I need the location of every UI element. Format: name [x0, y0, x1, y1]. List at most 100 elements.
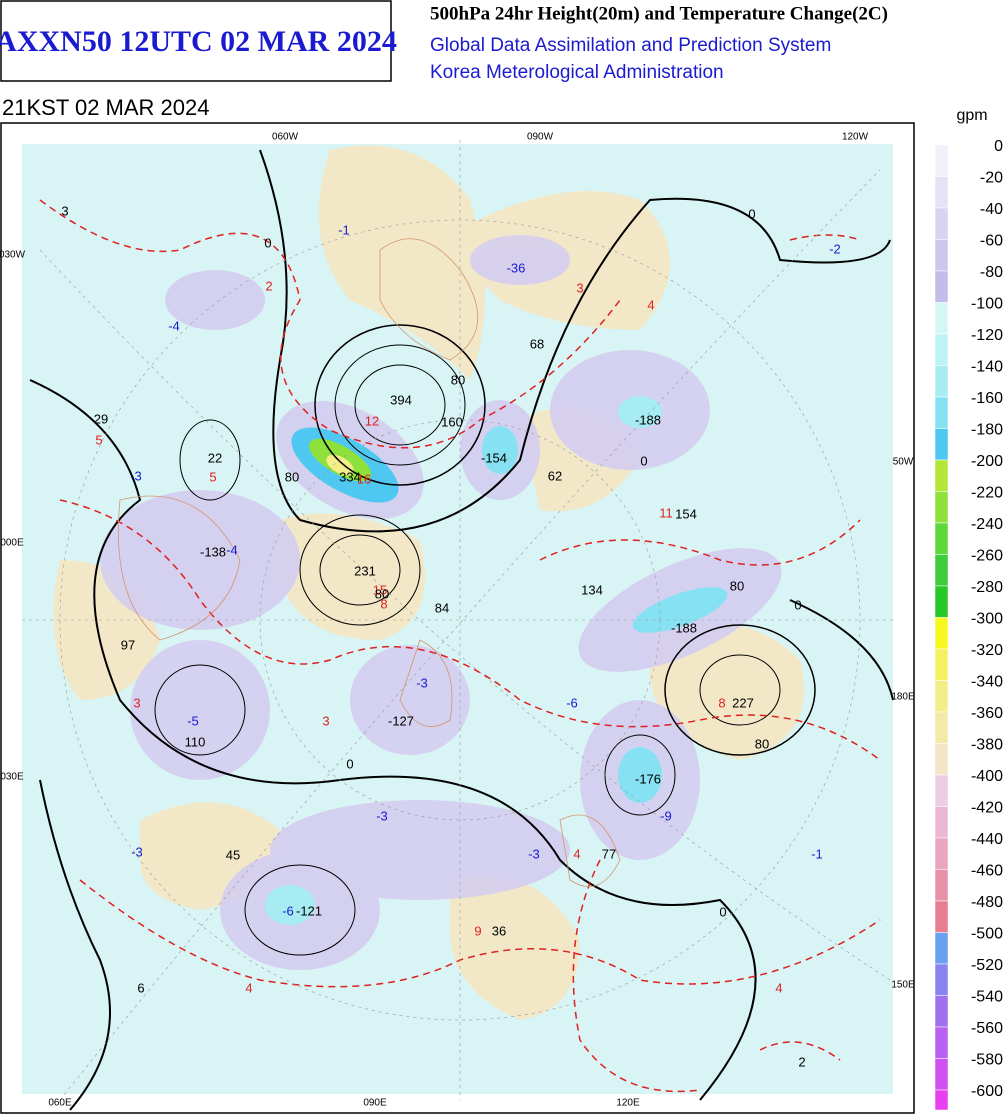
change-label: -36	[507, 260, 526, 275]
height-label: 22	[208, 450, 222, 465]
colorbar-label: 0	[994, 138, 1003, 155]
colorbar-swatch	[934, 869, 949, 902]
colorbar-label: -480	[971, 894, 1003, 911]
lon-label: 090E	[363, 1098, 387, 1109]
temp-label: 3	[576, 280, 583, 295]
colorbar-label: -500	[971, 926, 1003, 943]
temp-label: 16	[357, 471, 371, 486]
colorbar-swatch	[934, 396, 949, 429]
colorbar-label: -240	[971, 516, 1003, 533]
height-label: -138	[200, 544, 226, 559]
change-label: -1	[811, 846, 823, 861]
colorbar-swatch	[934, 1089, 949, 1111]
colorbar-label: -20	[980, 170, 1003, 187]
lon-label: 120W	[842, 132, 869, 143]
colorbar-label: -560	[971, 1020, 1003, 1037]
colorbar-swatch	[934, 743, 949, 776]
temp-label: 9	[474, 923, 481, 938]
colorbar-label: -340	[971, 674, 1003, 691]
contour-label: 160	[441, 414, 463, 429]
temp-label: 3	[322, 713, 329, 728]
colorbar-label: -600	[971, 1083, 1003, 1100]
colorbar-swatch	[934, 680, 949, 713]
colorbar-swatch	[934, 428, 949, 461]
colorbar-swatch	[934, 270, 949, 303]
lon-label: 000E	[0, 538, 24, 549]
colorbar-label: -300	[971, 611, 1003, 628]
agency-name: Korea Meterological Administration	[430, 62, 724, 83]
temp-label: 4	[647, 297, 654, 312]
colorbar-swatch	[934, 1026, 949, 1059]
height-label: -188	[671, 620, 697, 635]
colorbar-swatch	[934, 522, 949, 555]
colorbar-label: -440	[971, 831, 1003, 848]
chart-code: AXXN50 12UTC 02 MAR 2024	[0, 25, 397, 58]
change-label: -1	[338, 222, 350, 237]
colorbar-swatch	[934, 144, 949, 177]
colorbar-label: -360	[971, 705, 1003, 722]
colorbar-swatch	[934, 774, 949, 807]
colorbar-label: -260	[971, 548, 1003, 565]
colorbar-label: -580	[971, 1052, 1003, 1069]
temp-label: 2	[265, 278, 272, 293]
colorbar-label: -540	[971, 989, 1003, 1006]
coastlines	[117, 238, 621, 888]
contour-label: 0	[748, 206, 755, 221]
colorbar-label: -200	[971, 453, 1003, 470]
colorbar-label: -60	[980, 233, 1003, 250]
lon-label: 120E	[616, 1098, 640, 1109]
colorbar-swatch	[934, 837, 949, 870]
system-name: Global Data Assimilation and Prediction …	[430, 35, 831, 56]
colorbar-label: -380	[971, 737, 1003, 754]
change-label: -2	[829, 241, 841, 256]
colorbar-swatch	[934, 995, 949, 1028]
temp-label: 4	[573, 846, 580, 861]
colorbar-swatch	[934, 806, 949, 839]
colorbar-swatch	[934, 585, 949, 618]
height-label: 334	[339, 469, 361, 484]
colorbar-swatch	[934, 176, 949, 209]
colorbar-swatch	[934, 1058, 949, 1091]
change-label: -9	[660, 808, 672, 823]
contour-label: 0	[346, 756, 353, 771]
temp-label: 11	[659, 505, 673, 520]
height-label: 45	[226, 847, 240, 862]
height-label: -188	[635, 412, 661, 427]
colorbar-swatch	[934, 711, 949, 744]
contour-label: 0	[794, 597, 801, 612]
temp-label: 8	[380, 596, 387, 611]
code-box	[0, 0, 392, 82]
colorbar-label: -120	[971, 327, 1003, 344]
lon-label: 060E	[48, 1098, 72, 1109]
temp-label: 8	[718, 695, 725, 710]
colorbar-label: -520	[971, 957, 1003, 974]
colorbar-swatch	[934, 963, 949, 996]
lon-label: 180E	[891, 692, 915, 703]
height-label: 154	[675, 506, 697, 521]
height-label: 97	[121, 637, 135, 652]
colorbar-swatch	[934, 459, 949, 492]
height-label: -127	[388, 713, 414, 728]
height-label: 3	[61, 203, 68, 218]
height-label: 29	[94, 411, 108, 426]
colorbar-label: -80	[980, 264, 1003, 281]
colorbar-label: -100	[971, 296, 1003, 313]
colorbar-swatch	[934, 900, 949, 933]
temp-label: 5	[95, 432, 102, 447]
colorbar-swatch	[934, 932, 949, 965]
temp-label: 4	[245, 980, 252, 995]
height-label: 36	[492, 923, 506, 938]
colorbar-label: -220	[971, 485, 1003, 502]
temp-label: 4	[775, 980, 782, 995]
colorbar-label: -180	[971, 422, 1003, 439]
valid-time: 21KST 02 MAR 2024	[2, 95, 210, 120]
contour-label: 80	[375, 586, 389, 601]
height-label: -176	[635, 771, 661, 786]
change-label: -6	[282, 903, 294, 918]
colorbar-swatch	[934, 617, 949, 650]
chart-title: 500hPa 24hr Height(20m) and Temperature …	[430, 3, 888, 24]
colorbar-unit: gpm	[956, 107, 987, 124]
change-label: -3	[130, 468, 142, 483]
lon-label: 030E	[0, 772, 24, 783]
